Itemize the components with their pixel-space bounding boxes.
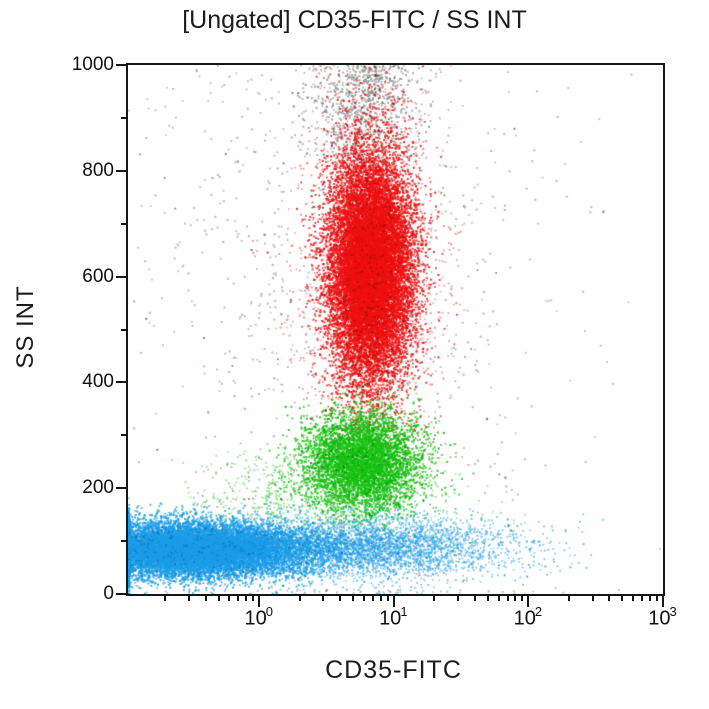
y-major-tick: [116, 169, 126, 172]
x-minor-tick: [514, 596, 517, 601]
y-major-tick: [116, 64, 126, 66]
x-major-tick: [527, 596, 530, 607]
y-minor-tick: [121, 116, 126, 119]
x-minor-tick: [362, 596, 365, 601]
x-axis-label: CD35-FITC: [325, 656, 462, 684]
x-minor-tick: [217, 596, 220, 601]
x-minor-tick: [228, 596, 231, 601]
x-minor-tick: [632, 596, 635, 601]
x-minor-tick: [433, 596, 436, 601]
y-minor-tick: [121, 540, 126, 543]
y-tick-label: 400: [82, 371, 114, 393]
chart-title: [Ungated] CD35-FITC / SS INT: [182, 6, 527, 34]
x-minor-tick: [521, 596, 524, 601]
x-major-tick: [662, 596, 664, 607]
y-minor-tick: [121, 328, 126, 331]
y-minor-tick: [121, 222, 126, 225]
x-minor-tick: [339, 596, 342, 601]
plot-area: 0 200 400 600 800 1000 100 101 102 103: [72, 55, 677, 630]
y-major-tick: [116, 381, 126, 384]
x-minor-tick: [497, 596, 500, 601]
x-minor-tick: [655, 596, 658, 601]
x-minor-tick: [567, 596, 570, 601]
x-minor-tick: [245, 596, 248, 601]
y-minor-tick: [121, 434, 126, 437]
y-tick-label: 1000: [71, 54, 114, 75]
x-minor-tick: [506, 596, 509, 601]
y-tick-label: 600: [82, 265, 114, 287]
x-major-tick: [258, 596, 261, 607]
x-minor-tick: [648, 596, 651, 601]
x-tick-label: 100: [244, 604, 273, 630]
x-minor-tick: [371, 596, 374, 601]
y-tick-label: 800: [82, 159, 114, 181]
x-tick-label: 102: [513, 604, 543, 630]
scatter-canvas: [128, 65, 663, 594]
x-minor-tick: [298, 596, 301, 601]
x-minor-tick: [386, 596, 389, 601]
x-tick-label: 103: [648, 604, 677, 630]
y-tick-label: 200: [82, 477, 114, 499]
y-major-tick: [116, 487, 126, 490]
y-tick-label: 0: [103, 583, 114, 604]
x-minor-tick: [237, 596, 240, 601]
x-minor-tick: [591, 596, 594, 601]
x-minor-tick: [322, 596, 325, 601]
x-minor-tick: [641, 596, 644, 601]
x-minor-tick: [457, 596, 460, 601]
x-minor-tick: [486, 596, 489, 601]
x-minor-tick: [187, 596, 190, 601]
x-minor-tick: [621, 596, 624, 601]
x-minor-tick: [252, 596, 255, 601]
x-minor-tick: [352, 596, 355, 601]
x-minor-tick: [164, 596, 167, 601]
y-major-tick: [116, 275, 126, 278]
x-major-tick: [392, 596, 395, 607]
y-major-tick: [116, 593, 126, 595]
x-minor-tick: [204, 596, 207, 601]
x-minor-tick: [608, 596, 611, 601]
y-axis-label: SS INT: [12, 285, 39, 369]
x-tick-label: 101: [379, 604, 408, 630]
x-minor-tick: [379, 596, 382, 601]
x-minor-tick: [473, 596, 476, 601]
